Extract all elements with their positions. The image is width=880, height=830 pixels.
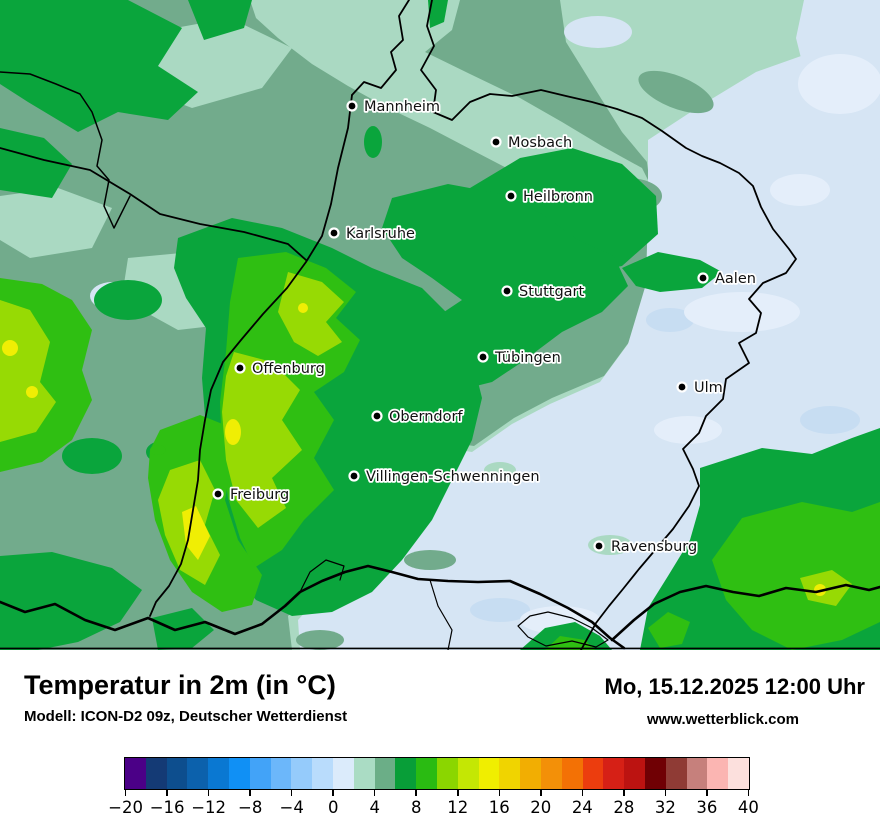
city-marker-mannheim bbox=[348, 102, 356, 110]
colorbar-segment-18 bbox=[499, 758, 521, 789]
city-label-offenburg: Offenburg bbox=[252, 361, 325, 377]
city-marker-ravensburg bbox=[595, 542, 603, 550]
colorbar-tick bbox=[166, 790, 168, 796]
colorbar-tick bbox=[124, 790, 127, 796]
colorbar-tick bbox=[706, 790, 708, 796]
colorbar-segment-11 bbox=[353, 758, 375, 789]
city-label-ravensburg: Ravensburg bbox=[611, 539, 697, 555]
colorbar-segment-21 bbox=[561, 758, 583, 789]
colorbar-segment-15 bbox=[436, 758, 458, 789]
colorbar-segment-4 bbox=[208, 758, 229, 789]
model-attribution: Modell: ICON-D2 09z, Deutscher Wetterdie… bbox=[24, 708, 348, 725]
colorbar-segment-3 bbox=[187, 758, 209, 789]
colorbar-tick bbox=[207, 790, 210, 796]
colorbar-tick bbox=[498, 790, 501, 796]
colorbar-segment-0 bbox=[125, 758, 146, 789]
colorbar-tick-label: −20 bbox=[108, 798, 144, 817]
colorbar-segment-17 bbox=[478, 758, 500, 789]
colorbar-tick-label: −12 bbox=[191, 798, 227, 817]
city-marker-freiburg bbox=[214, 490, 222, 498]
city-label-aalen: Aalen bbox=[715, 271, 756, 287]
colorbar-tick bbox=[249, 790, 251, 796]
city-label-freiburg: Freiburg bbox=[230, 487, 289, 503]
colorbar-tick-label: 32 bbox=[654, 798, 676, 817]
colorbar-tick bbox=[747, 790, 750, 796]
colorbar-segment-22 bbox=[582, 758, 604, 789]
colorbar-tick bbox=[540, 790, 542, 796]
colorbar-segment-19 bbox=[520, 758, 541, 789]
colorbar-segment-8 bbox=[291, 758, 313, 789]
colorbar-tick-label: 40 bbox=[737, 798, 759, 817]
colorbar-tick bbox=[457, 790, 459, 796]
city-label-ulm: Ulm bbox=[694, 380, 723, 396]
colorbar-segment-26 bbox=[665, 758, 687, 789]
city-marker-karlsruhe bbox=[330, 229, 338, 237]
colorbar-segment-27 bbox=[686, 758, 708, 789]
colorbar-tick-label: 28 bbox=[613, 798, 635, 817]
colorbar-tick-label: 20 bbox=[530, 798, 552, 817]
colorbar-tick bbox=[415, 790, 417, 796]
colorbar-segment-13 bbox=[395, 758, 417, 789]
colorbar-tick-label: 0 bbox=[327, 798, 339, 817]
colorbar-segment-5 bbox=[228, 758, 250, 789]
city-marker-ulm bbox=[678, 383, 686, 391]
website-url: www.wetterblick.com bbox=[647, 711, 799, 728]
city-label-t-bingen: Tübingen bbox=[494, 350, 561, 366]
city-marker-t-bingen bbox=[479, 353, 487, 361]
colorbar-segment-14 bbox=[416, 758, 437, 789]
city-label-mannheim: Mannheim bbox=[364, 99, 440, 115]
colorbar-tick bbox=[664, 790, 667, 796]
colorbar-tick bbox=[373, 790, 376, 796]
temp-regions-cold-patch bbox=[470, 308, 860, 622]
temp-regions-yellow-green bbox=[0, 272, 852, 606]
city-marker-heilbronn bbox=[507, 192, 515, 200]
city-label-oberndorf: Oberndorf bbox=[389, 409, 463, 425]
colorbar-segment-25 bbox=[644, 758, 666, 789]
colorbar-tick bbox=[290, 790, 293, 796]
colorbar-segment-6 bbox=[249, 758, 271, 789]
colorbar-tick-label: 8 bbox=[410, 798, 422, 817]
colorbar-tick-label: −16 bbox=[149, 798, 185, 817]
colorbar-segment-16 bbox=[457, 758, 479, 789]
colorbar-segment-1 bbox=[145, 758, 167, 789]
city-label-stuttgart: Stuttgart bbox=[519, 284, 585, 300]
colorbar-tick-label: 12 bbox=[447, 798, 469, 817]
city-marker-mosbach bbox=[492, 138, 500, 146]
colorbar-segment-29 bbox=[728, 758, 749, 789]
colorbar-tick bbox=[623, 790, 625, 796]
colorbar-segment-28 bbox=[707, 758, 729, 789]
city-marker-oberndorf bbox=[373, 412, 381, 420]
city-marker-stuttgart bbox=[503, 287, 511, 295]
colorbar-tick-label: 36 bbox=[696, 798, 718, 817]
map-title: Temperatur in 2m (in °C) bbox=[24, 670, 336, 700]
colorbar-segment-7 bbox=[270, 758, 292, 789]
colorbar-segment-9 bbox=[312, 758, 333, 789]
country-state-borders bbox=[0, 0, 880, 650]
city-marker-offenburg bbox=[236, 364, 244, 372]
colorbar-segment-12 bbox=[374, 758, 396, 789]
colorbar-tick bbox=[581, 790, 584, 796]
colorbar-segment-10 bbox=[332, 758, 354, 789]
colorbar-tick-label: 16 bbox=[488, 798, 510, 817]
city-label-heilbronn: Heilbronn bbox=[523, 189, 593, 205]
colorbar-segment-23 bbox=[603, 758, 625, 789]
city-label-karlsruhe: Karlsruhe bbox=[346, 226, 415, 242]
city-marker-aalen bbox=[699, 274, 707, 282]
colorbar-segment-2 bbox=[166, 758, 188, 789]
city-label-villingen-schwenningen: Villingen-Schwenningen bbox=[366, 469, 540, 485]
colorbar-tick bbox=[332, 790, 334, 796]
temperature-map: Mannheim Mosbach Heilbronn Karlsruhe Stuttga… bbox=[0, 0, 880, 650]
colorbar-tick-label: −4 bbox=[279, 798, 304, 817]
colorbar-segment-20 bbox=[540, 758, 562, 789]
colorbar-tick-label: 24 bbox=[571, 798, 593, 817]
city-markers: Mannheim Mosbach Heilbronn Karlsruhe Stuttga… bbox=[212, 97, 758, 557]
valid-datetime: Mo, 15.12.2025 12:00 Uhr bbox=[604, 674, 865, 699]
city-label-mosbach: Mosbach bbox=[508, 135, 572, 151]
city-marker-villingen-schwenningen bbox=[350, 472, 358, 480]
temperature-colorbar bbox=[124, 757, 750, 790]
colorbar-tick-label: 4 bbox=[369, 798, 380, 817]
colorbar-tick-label: −8 bbox=[237, 798, 263, 817]
colorbar-segment-24 bbox=[624, 758, 645, 789]
